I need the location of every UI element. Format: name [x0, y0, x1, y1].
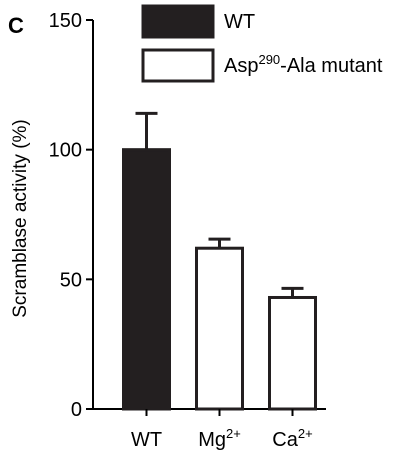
panel-letter: C [8, 13, 24, 38]
y-axis-title-group: Scramblase activity (%) [10, 119, 31, 318]
legend-label-base: WT [224, 11, 255, 33]
bars [122, 111, 317, 416]
category-label-base: WT [131, 429, 162, 451]
y-tick-label: 150 [49, 10, 82, 32]
legend-swatch [141, 48, 215, 83]
legend-swatch [141, 4, 215, 39]
legend-label: WT [224, 11, 255, 33]
bar [122, 148, 171, 411]
y-tick-label: 50 [60, 269, 82, 291]
y-axis-title: Scramblase activity (%) [10, 119, 31, 318]
legend-label-base: Asp [224, 55, 258, 77]
category-label: WT [131, 429, 162, 451]
bar [268, 295, 317, 411]
category-label: Ca2+ [272, 426, 312, 451]
category-labels: WT Mg2+ Ca2+ [131, 426, 313, 451]
legend-label-superscript: 290 [258, 52, 280, 67]
y-tick-label: 0 [71, 399, 82, 421]
category-label-base: Ca [272, 429, 298, 451]
category-label: Mg2+ [198, 426, 241, 451]
legend: WT Asp290-Ala mutant [141, 4, 383, 83]
category-label-superscript: 2+ [226, 426, 241, 441]
legend-label-tail: -Ala mutant [280, 55, 383, 77]
category-label-base: Mg [198, 429, 226, 451]
bar [195, 246, 244, 411]
category-label-superscript: 2+ [298, 426, 313, 441]
y-tick-label: 100 [49, 140, 82, 162]
legend-label: Asp290-Ala mutant [224, 52, 383, 77]
